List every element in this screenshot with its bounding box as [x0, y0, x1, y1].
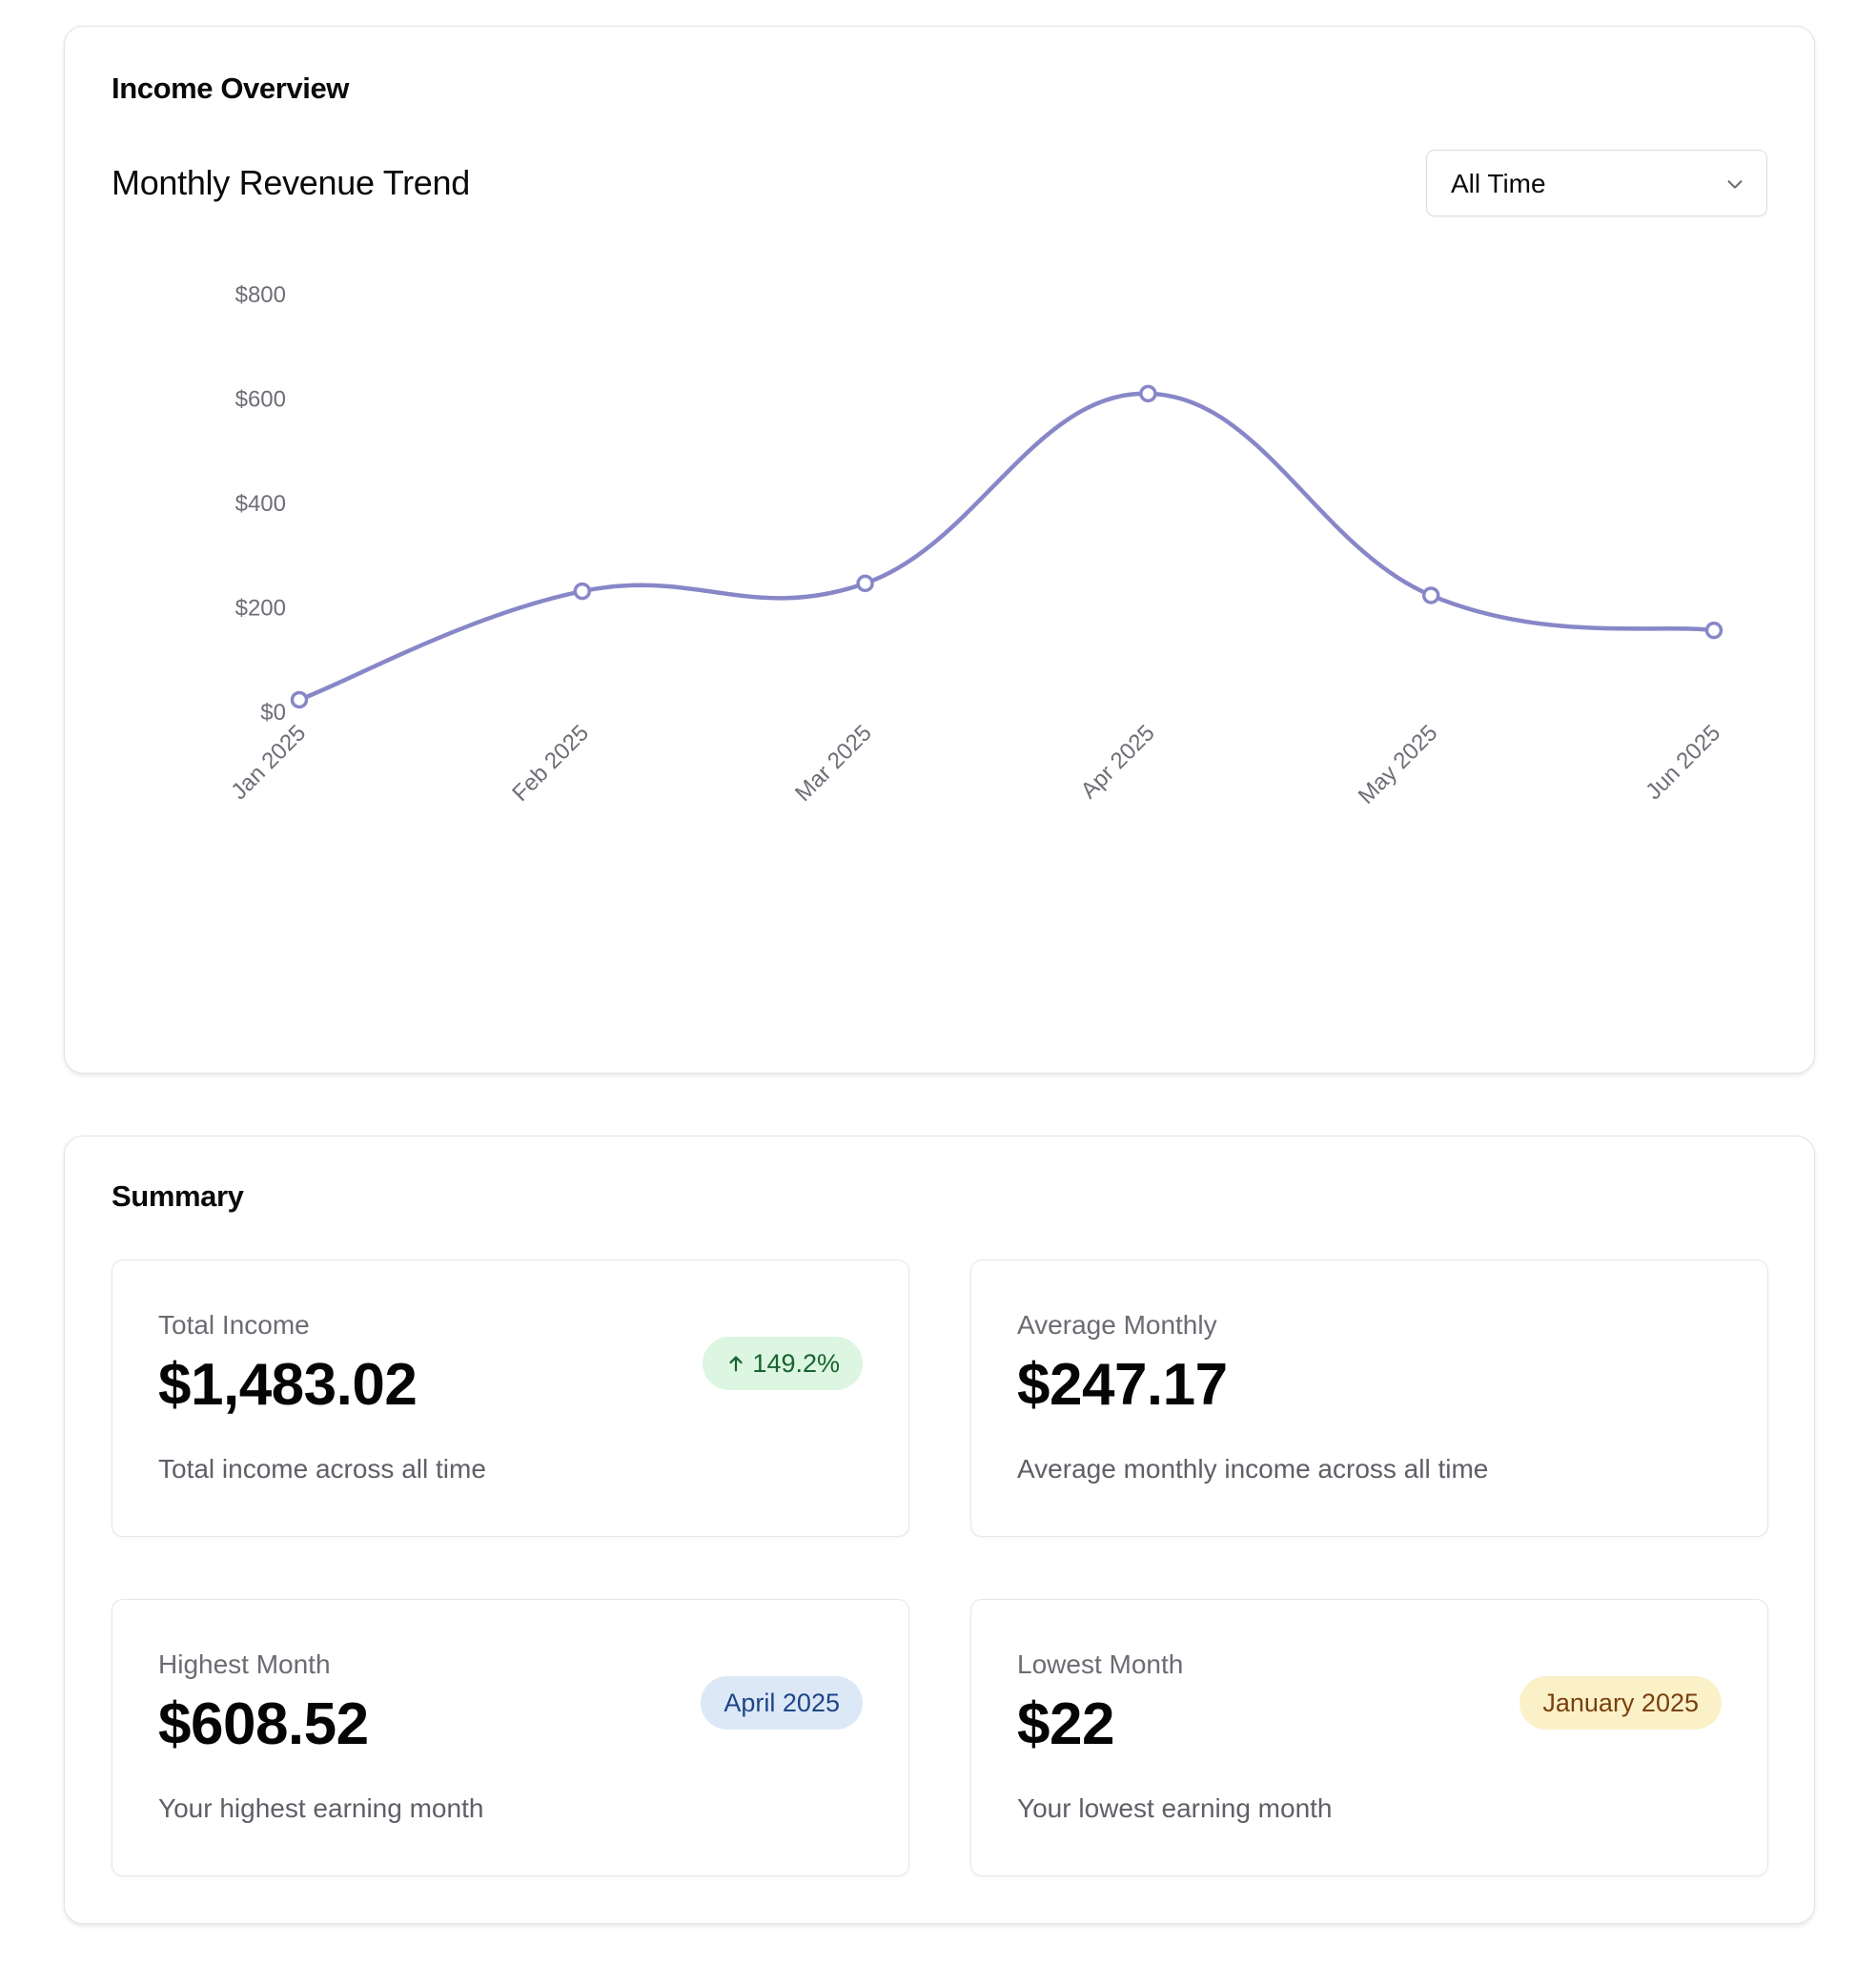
growth-badge: 149.2%: [703, 1337, 863, 1390]
growth-badge-text: 149.2%: [752, 1348, 840, 1378]
lowest-month-badge: January 2025: [1519, 1676, 1722, 1730]
total-income-label: Total Income: [158, 1310, 310, 1340]
lowest-month-value: $22: [1017, 1691, 1114, 1757]
x-tick-label: May 2025: [1354, 720, 1443, 809]
lowest-month-label: Lowest Month: [1017, 1649, 1184, 1679]
highest-month-card: Highest Month $608.52 April 2025 Your hi…: [112, 1599, 909, 1876]
lowest-month-description: Your lowest earning month: [1017, 1793, 1333, 1823]
data-point[interactable]: [290, 690, 309, 709]
y-tick-label: $400: [235, 491, 286, 517]
x-tick-label: Jun 2025: [1641, 720, 1725, 805]
income-overview-card: Income Overview Monthly Revenue Trend Al…: [64, 26, 1815, 1074]
revenue-line-chart: $0 $200 $400 $600 $800 Jan 2025 Feb 2025 Mar 20…: [226, 282, 1725, 809]
highest-month-value: $608.52: [158, 1691, 369, 1757]
data-point[interactable]: [1421, 586, 1440, 604]
data-point[interactable]: [1139, 384, 1157, 403]
total-income-description: Total income across all time: [158, 1454, 486, 1484]
highest-month-description: Your highest earning month: [158, 1793, 484, 1823]
data-point[interactable]: [1704, 621, 1723, 640]
average-monthly-card: Average Monthly $247.17 Average monthly …: [970, 1259, 1768, 1537]
x-tick-label: Feb 2025: [507, 720, 594, 807]
lowest-month-card: Lowest Month $22 January 2025 Your lowes…: [970, 1599, 1768, 1876]
income-overview-title: Income Overview: [112, 72, 350, 105]
average-monthly-label: Average Monthly: [1017, 1310, 1217, 1340]
x-tick-label: Mar 2025: [790, 720, 877, 807]
summary-card: Summary Total Income $1,483.02 149.2% To…: [64, 1136, 1815, 1924]
average-monthly-value: $247.17: [1017, 1352, 1228, 1418]
highest-month-badge: April 2025: [701, 1676, 863, 1730]
time-range-value: All Time: [1451, 169, 1546, 198]
chevron-down-icon: [1727, 180, 1743, 189]
chart-title: Monthly Revenue Trend: [112, 163, 470, 202]
y-tick-label: $800: [235, 282, 286, 308]
y-tick-label: $200: [235, 596, 286, 622]
total-income-card: Total Income $1,483.02 149.2% Total inco…: [112, 1259, 909, 1537]
summary-title: Summary: [112, 1179, 244, 1213]
arrow-up-icon: [729, 1356, 744, 1372]
average-monthly-description: Average monthly income across all time: [1017, 1454, 1489, 1484]
x-tick-label: Apr 2025: [1076, 720, 1160, 804]
data-point[interactable]: [573, 582, 592, 601]
y-tick-label: $600: [235, 387, 286, 413]
highest-month-label: Highest Month: [158, 1649, 331, 1679]
time-range-select[interactable]: All Time: [1426, 150, 1767, 216]
x-tick-label: Jan 2025: [226, 720, 311, 805]
data-point[interactable]: [856, 574, 874, 593]
total-income-value: $1,483.02: [158, 1352, 418, 1418]
revenue-series-line: [296, 391, 1717, 703]
y-tick-label: $0: [260, 700, 286, 726]
